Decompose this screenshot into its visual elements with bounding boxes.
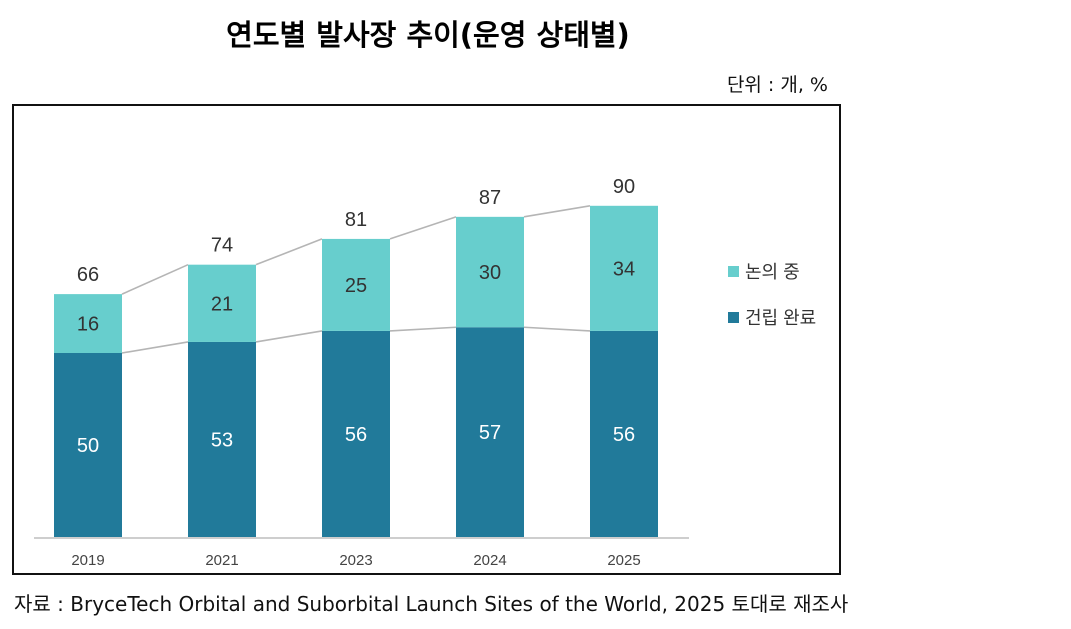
connector-line-built — [121, 341, 189, 354]
bar-built-2021 — [188, 341, 256, 537]
value-label-total: 74 — [211, 235, 233, 257]
bar-planned-2019 — [54, 294, 122, 353]
bar-planned-2024 — [456, 216, 524, 328]
unit-label: 단위 : 개, % — [726, 74, 828, 96]
value-labels: 50 16 66 53 21 74 56 25 81 57 30 87 56 34 90 — [77, 176, 635, 457]
x-tick-label: 2024 — [473, 552, 506, 569]
legend-label: 건립 완료 — [745, 308, 816, 328]
x-tick-label: 2025 — [607, 552, 640, 569]
legend: 논의 중건립 완료 — [728, 262, 816, 328]
value-label-total: 81 — [345, 209, 367, 231]
bar-built-2024 — [456, 327, 524, 537]
connector-lines — [121, 205, 591, 354]
value-label-planned: 21 — [211, 293, 233, 315]
chart-title: 연도별 발사장 추이(운영 상태별) — [226, 18, 630, 52]
x-tick-label: 2019 — [71, 552, 104, 569]
x-tick-label: 2021 — [205, 552, 238, 569]
bar-group — [54, 205, 658, 537]
value-label-planned: 30 — [479, 262, 501, 284]
connector-line-total — [255, 238, 323, 266]
connector-line-total — [389, 216, 457, 240]
connector-line-built — [255, 330, 323, 343]
bar-built-2019 — [54, 353, 122, 537]
value-label-built: 53 — [211, 429, 233, 451]
legend-label: 논의 중 — [745, 262, 800, 282]
value-label-total: 87 — [479, 187, 501, 209]
connector-line-total — [523, 205, 591, 218]
bar-built-2025 — [590, 330, 658, 537]
x-axis: 2019 2021 2023 2024 2025 — [34, 537, 689, 569]
value-label-built: 57 — [479, 422, 501, 444]
connector-line-built — [523, 326, 591, 332]
connector-line-built — [389, 326, 457, 332]
source-note: 자료 : BryceTech Orbital and Suborbital La… — [14, 592, 849, 616]
legend-swatch — [728, 266, 739, 277]
value-label-total: 66 — [77, 264, 99, 286]
value-label-built: 50 — [77, 435, 99, 457]
value-label-planned: 25 — [345, 275, 367, 297]
x-tick-label: 2023 — [339, 552, 372, 569]
legend-swatch — [728, 312, 739, 323]
bar-planned-2025 — [590, 205, 658, 331]
bar-planned-2021 — [188, 264, 256, 342]
chart-frame: 50 16 66 53 21 74 56 25 81 57 30 87 56 34 90 2019 2021 2… — [12, 104, 841, 575]
value-label-planned: 16 — [77, 314, 99, 336]
value-label-built: 56 — [613, 424, 635, 446]
connector-line-total — [121, 263, 189, 295]
value-label-planned: 34 — [613, 258, 635, 280]
bar-built-2023 — [322, 330, 390, 537]
bar-planned-2023 — [322, 238, 390, 331]
value-label-total: 90 — [613, 176, 635, 198]
value-label-built: 56 — [345, 424, 367, 446]
